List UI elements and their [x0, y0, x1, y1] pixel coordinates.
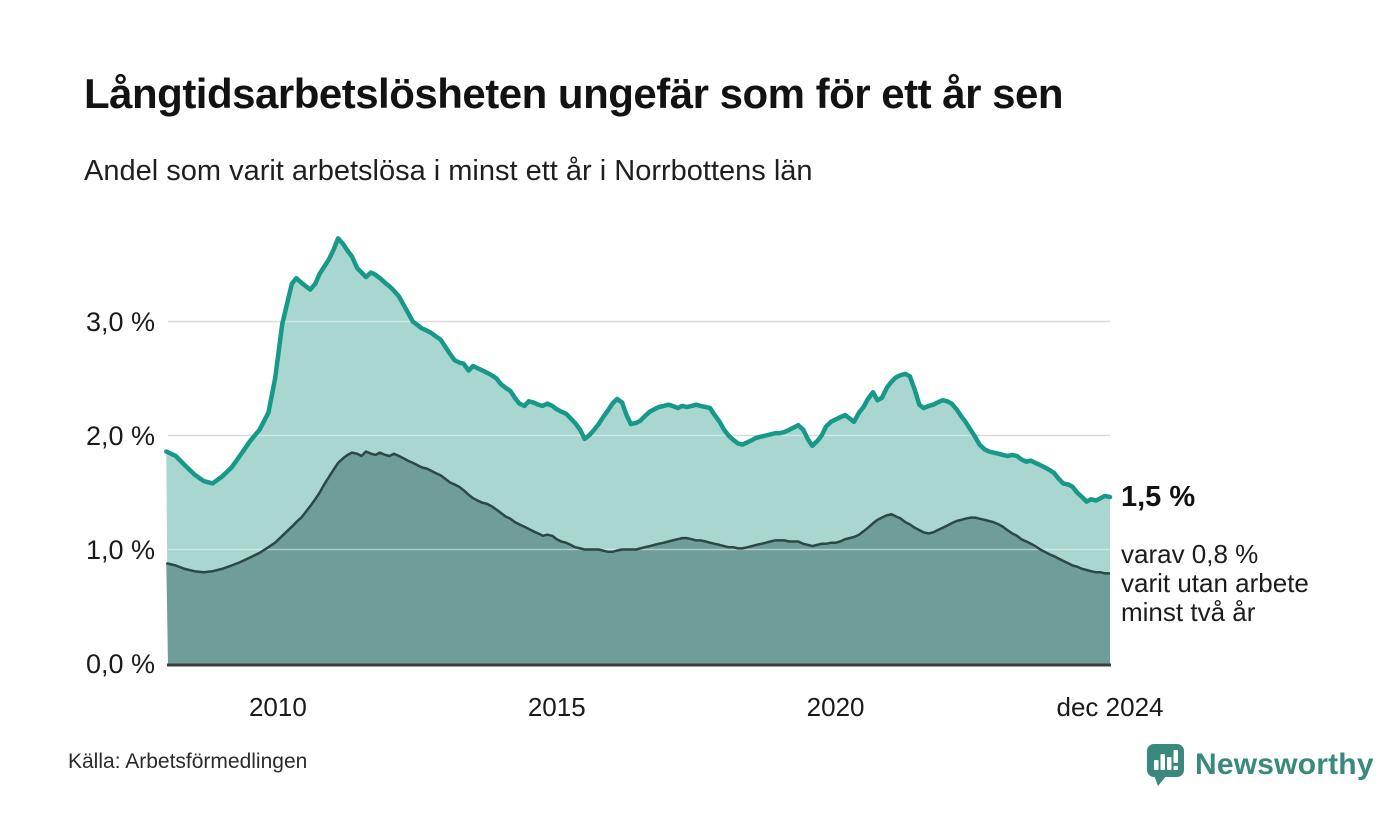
y-tick-label: 2,0 %: [85, 420, 155, 451]
area-min-two-years: [166, 451, 1111, 664]
x-tick-label: 2015: [527, 692, 586, 722]
x-tick-label: 2010: [248, 692, 307, 722]
annotation-line: minst två år: [1121, 597, 1256, 627]
line-min-one-year: [164, 236, 1113, 504]
latest-value-label: 1,5 %: [1121, 481, 1196, 513]
y-tick-label: 1,0 %: [85, 534, 155, 565]
annotation-line: varit utan arbete: [1121, 568, 1309, 598]
newsworthy-wordmark: Newsworthy: [1195, 748, 1374, 781]
newsworthy-logo-icon: [1147, 744, 1184, 786]
x-tick-label: 2020: [806, 692, 865, 722]
latest-secondary-annotation: varav 0,8 % varit utan arbete minst två …: [1121, 540, 1309, 627]
annotation-line: varav 0,8 %: [1121, 539, 1259, 569]
page-title: Långtidsarbetslösheten ungefär som för e…: [84, 70, 1064, 117]
x-tick-label: dec 2024: [1056, 692, 1164, 722]
newsworthy-logo: Newsworthy: [1146, 743, 1374, 787]
chart-subtitle: Andel som varit arbetslösa i minst ett å…: [84, 155, 813, 187]
source-note: Källa: Arbetsförmedlingen: [68, 750, 308, 773]
y-tick-label: 0,0 %: [85, 648, 155, 679]
line-min-two-years: [166, 450, 1110, 575]
y-tick-label: 3,0 %: [85, 306, 155, 337]
